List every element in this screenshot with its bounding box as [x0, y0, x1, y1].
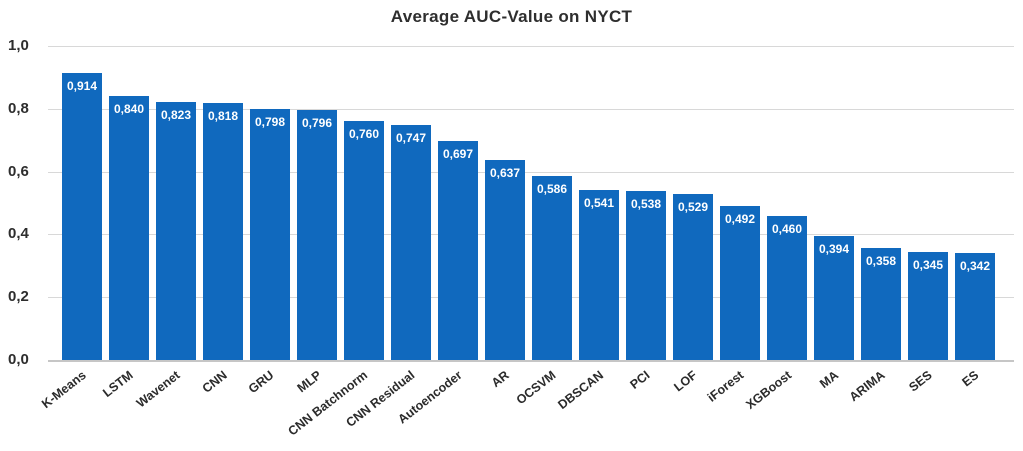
bar-value-label: 0,823 — [160, 107, 192, 122]
bar-OCSVM: 0,586 — [532, 175, 572, 360]
x-axis-tick-label: LOF — [671, 368, 700, 395]
bar-CNN Batchnorm: 0,760 — [344, 121, 384, 360]
bar-value-label: 0,358 — [865, 253, 897, 268]
x-axis-tick-label: CNN Batchnorm — [285, 368, 371, 439]
bar-value-label: 0,492 — [724, 211, 756, 226]
bar-value-label: 0,914 — [66, 79, 98, 93]
bar-Autoencoder: 0,697 — [438, 141, 478, 360]
x-axis-tick-label: DBSCAN — [554, 368, 606, 412]
bar-value-label: 0,342 — [959, 258, 991, 273]
bar-CNN: 0,818 — [203, 103, 243, 360]
bar-LSTM: 0,840 — [109, 96, 149, 360]
bar-value-label: 0,586 — [536, 181, 568, 196]
x-axis-tick-label: ARIMA — [846, 368, 888, 405]
y-axis-tick-label: 0,4 — [8, 225, 29, 243]
bar-LOF: 0,529 — [673, 193, 713, 360]
bar-AR: 0,637 — [485, 159, 525, 360]
x-axis-tick-label: AR — [488, 368, 512, 391]
gridline — [48, 171, 1014, 173]
gridline — [48, 297, 1014, 299]
y-axis-tick-label: 0,2 — [8, 288, 29, 306]
bar-CNN Residual: 0,747 — [391, 125, 431, 360]
bar-value-label: 0,747 — [395, 131, 427, 146]
bar-value-label: 0,697 — [442, 147, 474, 162]
x-axis-tick-label: LSTM — [100, 368, 136, 400]
bar-GRU: 0,798 — [250, 109, 290, 360]
x-axis-tick-label: iForest — [705, 368, 747, 405]
bar-value-label: 0,460 — [771, 221, 803, 236]
gridline — [48, 360, 1014, 362]
bar-value-label: 0,529 — [677, 199, 709, 214]
bar-MLP: 0,796 — [297, 110, 337, 360]
bar-PCI: 0,538 — [626, 191, 666, 360]
x-axis-tick-label: OCSVM — [513, 368, 559, 408]
x-axis-tick-label: MLP — [294, 368, 324, 396]
chart-title: Average AUC-Value on NYCT — [390, 7, 633, 26]
x-axis-tick-label: MA — [816, 368, 841, 392]
bar-value-label: 0,796 — [301, 116, 333, 131]
bar-value-label: 0,394 — [818, 242, 850, 257]
y-axis-tick-label: 1,0 — [8, 37, 29, 54]
x-axis-tick-label: CNN — [199, 368, 230, 396]
bar-value-label: 0,818 — [207, 109, 239, 124]
gridline — [48, 108, 1014, 110]
bar-value-label: 0,541 — [583, 196, 615, 211]
bar-iForest: 0,492 — [720, 205, 760, 360]
bar-ARIMA: 0,358 — [861, 247, 901, 360]
bar-Wavenet: 0,823 — [156, 101, 196, 360]
x-axis-tick-label: XGBoost — [742, 368, 794, 412]
gridline — [48, 46, 1014, 47]
x-axis-tick-label: K-Means — [38, 368, 89, 412]
bar-K-Means: 0,914 — [62, 73, 102, 360]
bar-value-label: 0,798 — [254, 115, 286, 130]
bar-value-label: 0,538 — [630, 197, 662, 212]
gridline — [48, 234, 1014, 236]
bar-value-label: 0,345 — [912, 257, 944, 272]
x-axis-tick-label: ES — [959, 368, 982, 390]
y-axis-tick-label: 0,0 — [8, 351, 29, 368]
x-axis-tick-label: PCI — [627, 368, 653, 392]
x-axis-tick-label: GRU — [246, 368, 277, 397]
y-axis-tick-label: 0,6 — [8, 162, 29, 180]
bar-DBSCAN: 0,541 — [579, 190, 619, 360]
bar-MA: 0,394 — [814, 236, 854, 360]
x-axis-tick-label: SES — [906, 368, 935, 395]
y-axis-tick-label: 0,8 — [8, 99, 29, 117]
bar-value-label: 0,840 — [113, 102, 145, 117]
bar-value-label: 0,760 — [348, 127, 380, 142]
bar-SES: 0,345 — [908, 251, 948, 360]
x-axis-tick-label: Wavenet — [133, 368, 183, 411]
bar-ES: 0,342 — [955, 252, 995, 360]
bar-XGBoost: 0,460 — [767, 215, 807, 360]
bar-value-label: 0,637 — [489, 165, 521, 180]
